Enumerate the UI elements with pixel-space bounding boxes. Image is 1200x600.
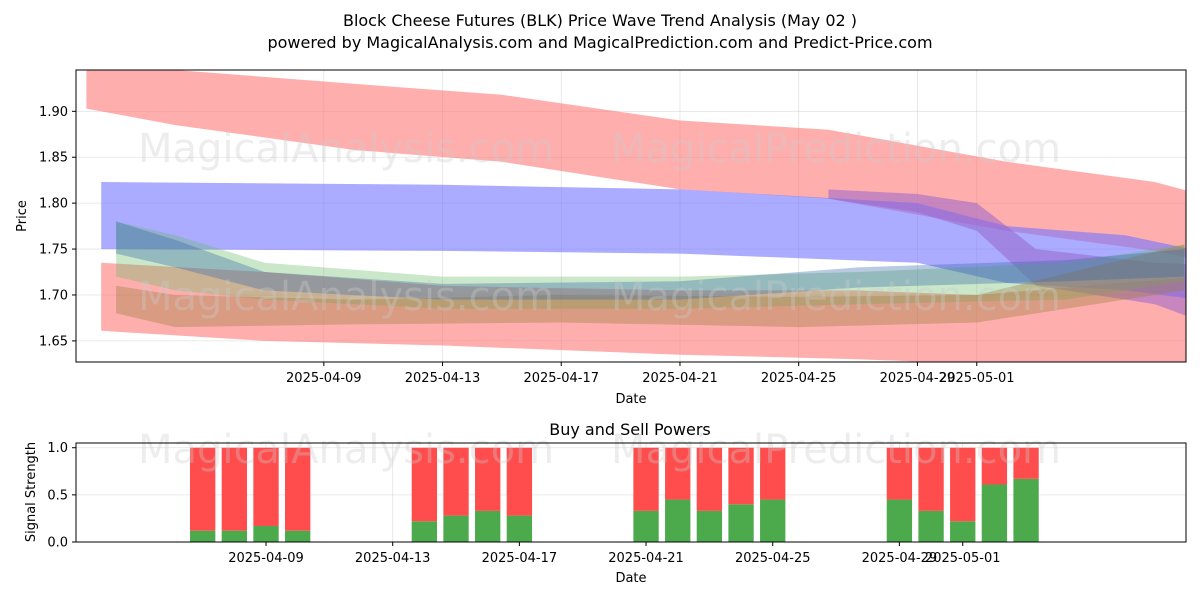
buy-bar: [918, 510, 944, 542]
buy-sell-y-tick-label: 0.0: [47, 536, 68, 551]
sell-bar: [665, 447, 691, 500]
buy-bar: [221, 530, 248, 542]
sell-bar: [696, 447, 723, 511]
price-y-tick-label: 1.80: [39, 197, 68, 212]
sell-bar: [506, 447, 533, 516]
green-wave-band: [116, 221, 1185, 309]
sell-bar: [728, 447, 754, 505]
buy-bar: [443, 515, 469, 542]
watermark-magicalanalysis: MagicalAnalysis.com: [138, 126, 554, 172]
price-x-tick-label: 2025-04-29: [880, 371, 956, 386]
buy-sell-y-tick-label: 0.5: [47, 488, 68, 503]
buy-sell-x-tick-label: 2025-04-09: [228, 551, 304, 566]
buy-sell-y-tick-label: 1.0: [47, 441, 68, 456]
sell-bar: [190, 447, 216, 531]
price-y-ticks: 1.65 1.70 1.75 1.80 1.85 1.90: [39, 105, 76, 349]
sell-bar: [1013, 447, 1039, 479]
buy-sell-y-axis-label: Signal Strength: [24, 442, 39, 542]
buy-bar: [411, 521, 438, 542]
buy-bar: [665, 499, 691, 542]
olive-wave-band: [116, 244, 1185, 328]
buy-sell-x-tick-label: 2025-05-01: [925, 551, 1001, 566]
purple-band: [828, 189, 1186, 316]
price-y-tick-label: 1.70: [39, 288, 68, 303]
sell-bar: [221, 447, 248, 531]
price-x-tick-label: 2025-04-17: [523, 371, 599, 386]
price-x-tick-label: 2025-04-13: [405, 371, 481, 386]
buy-bar: [728, 504, 754, 542]
buy-bar: [253, 525, 279, 542]
price-y-axis-label: Price: [15, 200, 30, 232]
buy-bar: [506, 515, 533, 542]
price-y-tick-label: 1.90: [39, 105, 68, 120]
buy-bar: [696, 510, 723, 542]
sell-bar: [950, 447, 976, 522]
buy-sell-title: Buy and Sell Powers: [549, 420, 711, 439]
price-x-tick-label: 2025-04-25: [761, 371, 837, 386]
price-x-tick-label: 2025-04-09: [286, 371, 362, 386]
price-plot-frame: [75, 69, 1187, 363]
price-x-axis-label: Date: [615, 392, 646, 407]
sell-bar: [411, 447, 438, 522]
buy-sell-x-axis-label: Date: [615, 571, 646, 586]
red-lower-band: [101, 262, 1186, 362]
buy-sell-x-tick-label: 2025-04-13: [355, 551, 431, 566]
watermark-magicalanalysis-3: MagicalAnalysis.com: [138, 427, 554, 473]
sell-bar: [918, 447, 944, 511]
buy-sell-x-ticks: 2025-04-09 2025-04-13 2025-04-17 2025-04-21…: [228, 542, 1001, 566]
buy-sell-bars: [190, 447, 1039, 542]
buy-sell-plot-frame: [75, 442, 1187, 543]
sell-bar: [253, 447, 279, 526]
watermark-magicalprediction-3: MagicalPrediction.com: [611, 427, 1061, 473]
buy-bar: [950, 521, 976, 542]
price-bands: [86, 70, 1186, 362]
price-x-tick-label: 2025-05-01: [939, 371, 1015, 386]
watermark-magicalprediction-2: MagicalPrediction.com: [611, 274, 1061, 320]
buy-bar: [475, 510, 501, 542]
buy-bar: [981, 484, 1008, 542]
buy-sell-x-tick-label: 2025-04-17: [482, 551, 558, 566]
buy-sell-x-tick-label: 2025-04-29: [862, 551, 938, 566]
chart-title: Block Cheese Futures (BLK) Price Wave Tr…: [343, 11, 857, 30]
sell-bar: [760, 447, 786, 500]
price-x-ticks: 2025-04-09 2025-04-13 2025-04-17 2025-04-21…: [286, 362, 1015, 386]
sell-bar: [443, 447, 469, 516]
watermark-magicalprediction: MagicalPrediction.com: [611, 126, 1061, 172]
buy-bar: [1013, 478, 1039, 542]
sell-bar: [285, 447, 311, 531]
buy-bar: [285, 530, 311, 542]
buy-bar: [760, 499, 786, 542]
price-y-tick-label: 1.75: [39, 243, 68, 258]
price-y-tick-label: 1.65: [39, 334, 68, 349]
sell-bar: [981, 447, 1008, 485]
price-wave-axes: MagicalAnalysis.com MagicalPrediction.co…: [15, 69, 1187, 407]
buy-sell-x-tick-label: 2025-04-21: [608, 551, 684, 566]
buy-bar: [190, 530, 216, 542]
buy-bar: [633, 510, 659, 542]
buy-bar: [886, 499, 913, 542]
price-y-tick-label: 1.85: [39, 151, 68, 166]
chart-subtitle: powered by MagicalAnalysis.com and Magic…: [267, 33, 932, 52]
sell-bar: [475, 447, 501, 511]
watermark-magicalanalysis-2: MagicalAnalysis.com: [138, 274, 554, 320]
price-x-tick-label: 2025-04-21: [642, 371, 718, 386]
buy-sell-y-ticks: 0.0 0.5 1.0: [47, 441, 76, 551]
sell-bar: [633, 447, 659, 511]
navy-wave-band: [116, 221, 1185, 300]
buy-sell-axes: Buy and Sell Powers MagicalAnalysis.com …: [24, 420, 1187, 586]
buy-sell-x-tick-label: 2025-04-25: [735, 551, 811, 566]
sell-bar: [886, 447, 913, 500]
